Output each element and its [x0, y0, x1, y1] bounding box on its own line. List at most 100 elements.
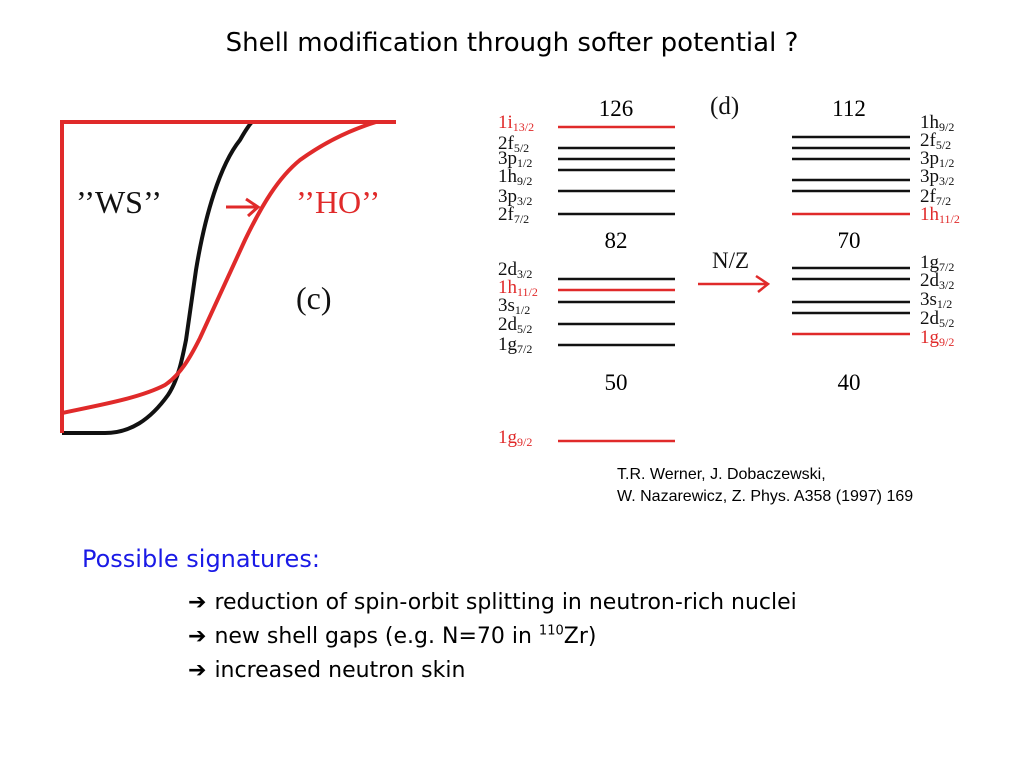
reference-line-1: T.R. Werner, J. Dobaczewski,	[617, 466, 826, 483]
orbital-j: 5/2	[935, 138, 952, 152]
orbital-j: 9/2	[939, 120, 955, 134]
orbital-j: 3/2	[939, 278, 955, 292]
signatures-list: ➔ reduction of spin-orbit splitting in ne…	[188, 586, 797, 688]
orbital-name: 1h	[498, 277, 517, 298]
orbital-name: 2d	[498, 314, 517, 335]
orbital-label: 1i13/2	[498, 112, 535, 134]
orbital-name: 2f	[920, 186, 936, 207]
orbital-name: 1h	[920, 112, 939, 133]
orbital-j: 9/2	[939, 335, 955, 349]
orbital-name: 2f	[498, 133, 514, 154]
orbital-label: 1g7/2	[498, 334, 533, 356]
orbital-label: 2f5/2	[920, 130, 952, 152]
magic-number: 40	[837, 370, 861, 395]
orbital-name: 2d	[920, 270, 939, 291]
orbital-label: 1h11/2	[920, 204, 960, 226]
orbital-label: 1g9/2	[920, 327, 955, 349]
ws-potential-curve	[62, 120, 254, 435]
orbital-j: 13/2	[512, 120, 535, 134]
orbital-j: 11/2	[517, 285, 538, 299]
orbital-name: 1g	[498, 427, 517, 448]
signatures-heading: Possible signatures:	[82, 545, 320, 573]
orbital-name: 3s	[498, 295, 515, 316]
orbital-name: 1h	[920, 204, 939, 225]
ho-potential-curve	[61, 120, 377, 415]
orbital-label: 1g7/2	[920, 252, 955, 274]
magic-number: 112	[832, 96, 866, 121]
orbital-label: 2f5/2	[498, 133, 530, 155]
orbital-name: 2d	[498, 259, 517, 280]
nz-arrow-label: N/Z	[712, 248, 750, 273]
ws-label: ’’WS’’	[76, 184, 162, 220]
signature-item: ➔ increased neutron skin	[188, 654, 797, 688]
orbital-name: 2f	[920, 130, 936, 151]
orbital-label: 1h11/2	[498, 277, 538, 299]
orbital-j: 1/2	[517, 156, 533, 170]
orbital-label: 2d3/2	[920, 270, 955, 292]
orbital-label: 3p1/2	[498, 149, 533, 170]
arrow-icon: ➔	[188, 658, 207, 683]
orbital-label: 1h9/2	[498, 166, 533, 188]
nz-arrow	[698, 274, 771, 293]
orbital-label: 3p3/2	[498, 186, 533, 208]
signature-text: increased neutron skin	[214, 658, 466, 683]
orbital-name: 2d	[920, 308, 939, 329]
orbital-name: 2f	[498, 204, 514, 225]
orbital-j: 7/2	[939, 260, 955, 274]
orbital-label: 2d5/2	[920, 308, 955, 330]
orbital-name: 1i	[498, 112, 513, 133]
signature-item: ➔ new shell gaps (e.g. N=70 in 110Zr)	[188, 620, 797, 654]
ws-to-ho-arrow	[226, 197, 261, 218]
orbital-j: 9/2	[517, 435, 533, 449]
magic-number: 82	[604, 228, 628, 253]
panel-c-tag: (c)	[296, 280, 332, 316]
orbital-j: 7/2	[513, 212, 530, 226]
right-level-lines	[792, 135, 910, 336]
orbital-j: 9/2	[517, 174, 533, 188]
orbital-name: 3p	[920, 166, 939, 187]
panel-d-tag: (d)	[710, 93, 740, 120]
orbital-j: 7/2	[935, 194, 952, 208]
reference-citation: T.R. Werner, J. Dobaczewski, W. Nazarewi…	[617, 464, 913, 508]
orbital-label: 3s1/2	[920, 290, 952, 310]
left-level-lines	[558, 125, 675, 443]
signature-text: new shell gaps (e.g. N=70 in	[214, 624, 539, 649]
orbital-label: 2d5/2	[498, 314, 533, 336]
mass-number: 110	[538, 623, 564, 639]
slide-title: Shell modification through softer potent…	[225, 28, 799, 58]
orbital-name: 1g	[498, 334, 517, 355]
orbital-j: 5/2	[513, 141, 530, 155]
orbital-label: 2f7/2	[498, 204, 530, 226]
orbital-j: 5/2	[939, 316, 955, 330]
orbital-name: 1g	[920, 252, 939, 273]
orbital-label: 2f7/2	[920, 186, 952, 208]
orbital-j: 11/2	[939, 212, 960, 226]
ho-box-left-edge	[60, 120, 396, 433]
orbital-name: 1h	[498, 166, 517, 187]
orbital-label: 3p3/2	[920, 166, 955, 188]
ho-label: ’’HO’’	[296, 184, 381, 220]
orbital-label: 2d3/2	[498, 259, 533, 281]
orbital-j: 3/2	[517, 194, 533, 208]
signature-item: ➔ reduction of spin-orbit splitting in ne…	[188, 586, 797, 620]
arrow-icon: ➔	[188, 590, 207, 615]
orbital-j: 3/2	[939, 174, 955, 188]
orbital-label: 1h9/2	[920, 112, 955, 134]
reference-line-2: W. Nazarewicz, Z. Phys. A358 (1997) 169	[617, 488, 914, 505]
signature-text-end: Zr)	[563, 624, 597, 649]
magic-number: 50	[604, 370, 628, 395]
orbital-name: 3p	[920, 148, 939, 169]
orbital-j: 1/2	[939, 156, 955, 170]
orbital-name: 3p	[498, 186, 517, 207]
magic-number: 70	[837, 228, 861, 253]
orbital-label: 3s1/2	[498, 295, 531, 317]
orbital-j: 1/2	[514, 303, 531, 317]
orbital-j: 3/2	[517, 267, 533, 281]
arrow-icon: ➔	[188, 624, 207, 649]
signature-text: reduction of spin-orbit splitting in neu…	[214, 590, 797, 615]
orbital-j: 7/2	[517, 342, 533, 356]
magic-number: 126	[598, 96, 634, 121]
orbital-name: 1g	[920, 327, 939, 348]
orbital-j: 5/2	[517, 322, 533, 336]
